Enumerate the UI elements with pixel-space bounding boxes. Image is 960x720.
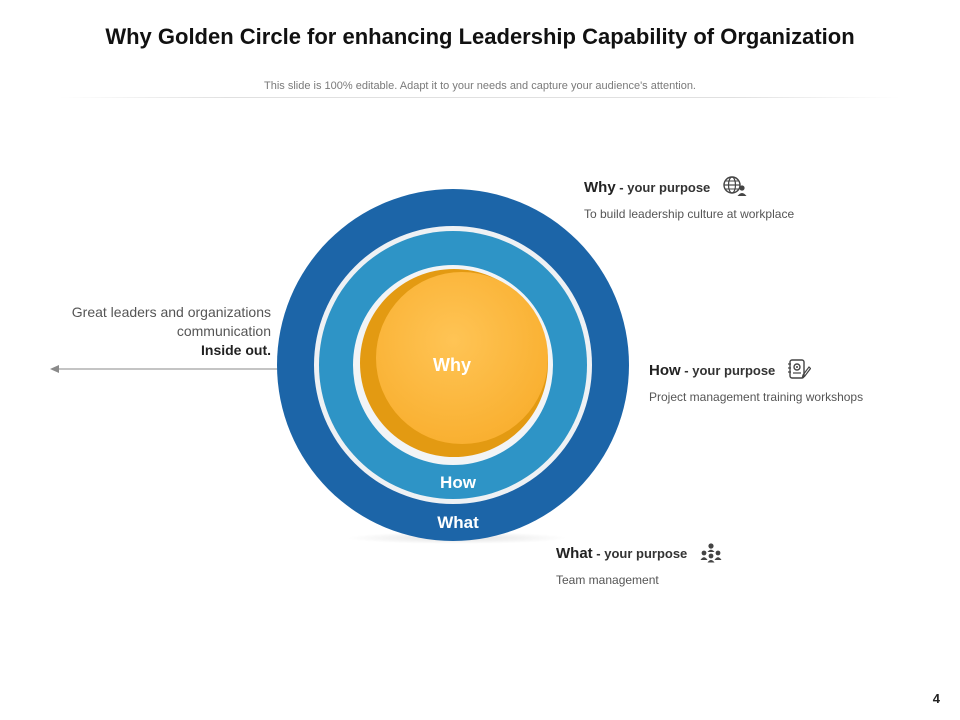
callout-how-description: Project management training workshops <box>649 390 864 404</box>
outer-label-what: What <box>437 513 479 532</box>
callout-how-key: How <box>649 361 681 379</box>
callout-what-sub: - your purpose <box>592 545 688 561</box>
callout-why-sub: - your purpose <box>615 179 711 195</box>
subtitle-divider <box>60 97 900 98</box>
page-number: 4 <box>932 691 940 706</box>
callout-how: How - your purpose Project management tr… <box>649 358 863 404</box>
globe-user-icon <box>722 175 748 201</box>
inside-out-arrow-head <box>50 365 59 373</box>
callout-what-key: What <box>556 544 593 562</box>
inside-out-note-line2: communication <box>176 323 271 339</box>
callout-why: Why - your purpose To build leadership c… <box>584 175 794 221</box>
team-icon <box>699 541 723 567</box>
callout-why-heading: Why - your purpose <box>584 175 794 201</box>
callout-how-sub: - your purpose <box>680 362 776 378</box>
callout-what-heading: What - your purpose <box>556 541 723 567</box>
callout-why-key: Why <box>584 178 616 196</box>
callout-why-description: To build leadership culture at workplace <box>584 207 795 221</box>
middle-label-how: How <box>440 473 477 492</box>
inner-label-why: Why <box>433 355 471 375</box>
inner-circle-why <box>376 272 548 444</box>
slide-subtitle: This slide is 100% editable. Adapt it to… <box>264 80 696 92</box>
callout-how-heading: How - your purpose <box>649 358 863 384</box>
inside-out-note: Great leaders and organizations communic… <box>30 303 271 360</box>
slide-title: Why Golden Circle for enhancing Leadersh… <box>105 24 855 49</box>
inside-out-note-line1: Great leaders and organizations <box>71 304 271 320</box>
callout-what-description: Team management <box>556 573 659 587</box>
settings-document-icon <box>787 358 812 384</box>
inside-out-note-line3: Inside out. <box>201 342 271 358</box>
callout-what: What - your purpose Team management <box>556 541 723 587</box>
